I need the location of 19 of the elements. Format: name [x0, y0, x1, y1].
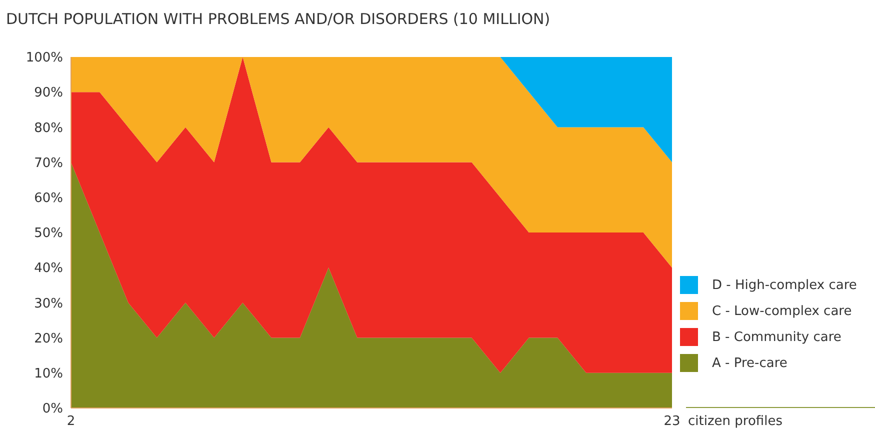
chart-title: DUTCH POPULATION WITH PROBLEMS AND/OR DISORDERS (10 MILLION)	[6, 10, 550, 28]
y-tick-label: 100%	[26, 50, 63, 66]
y-tick-label: 50%	[34, 226, 63, 242]
x-tick-label: 2	[66, 414, 76, 430]
legend-label: A - Pre-care	[712, 356, 788, 370]
x-tick-label: 23	[664, 414, 680, 430]
y-tick-label: 10%	[34, 366, 63, 382]
legend-label: C - Low-complex care	[712, 304, 852, 318]
y-tick-label: 80%	[34, 120, 63, 136]
y-tick-label: 0%	[42, 402, 63, 417]
y-tick-label: 70%	[34, 156, 63, 171]
y-tick-label: 40%	[34, 261, 63, 276]
x-axis-title: citizen profiles	[688, 414, 782, 429]
y-tick-label: 20%	[34, 331, 63, 346]
y-tick-label: 30%	[34, 296, 63, 312]
y-tick-label: 90%	[34, 86, 63, 101]
y-tick-label: 60%	[34, 191, 63, 206]
legend-label: B - Community care	[712, 330, 842, 344]
legend-label: D - High-complex care	[712, 278, 857, 292]
